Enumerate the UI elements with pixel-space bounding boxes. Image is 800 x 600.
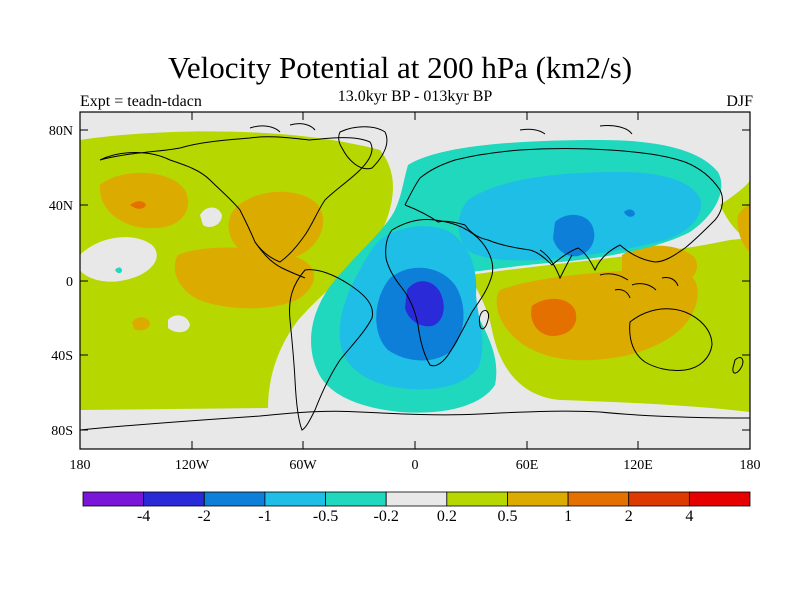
colorbar-swatch <box>82 491 145 507</box>
lon-label: 60E <box>516 458 539 473</box>
colorbar-label: 0.2 <box>437 508 457 525</box>
orange-patch-tropical-pacific <box>174 247 315 309</box>
plot-subtitle: 13.0kyr BP - 013kyr BP <box>337 88 493 105</box>
coast-central-america <box>254 241 306 279</box>
lon-axis <box>79 112 751 449</box>
season-label: DJF <box>726 93 753 110</box>
colorbar-swatch <box>628 491 690 507</box>
lon-label: 120E <box>623 458 653 473</box>
neutral-hole-north <box>200 207 222 227</box>
small-teal-patch <box>115 267 122 274</box>
orange-patch-indian-ocean <box>496 267 698 361</box>
colorbar-label: -0.2 <box>374 508 399 525</box>
lon-label: 0 <box>412 458 419 473</box>
orange-patch-small <box>132 317 150 331</box>
coast-india <box>539 249 573 280</box>
colorbar-label: 4 <box>685 508 693 525</box>
colorbar-label: 0.5 <box>497 508 517 525</box>
negative-region-blue-small <box>624 209 635 217</box>
lon-label: 60W <box>289 458 317 473</box>
negative-region-dark-blue-africa <box>405 281 444 327</box>
lat-axis <box>80 129 750 431</box>
colorbar-label: 2 <box>625 508 633 525</box>
colorbar-swatch <box>325 491 387 507</box>
colorbar-label: 1 <box>564 508 572 525</box>
colorbar-swatch <box>264 491 326 507</box>
coast-antarctica <box>80 410 750 431</box>
contour-field <box>80 112 750 449</box>
negative-region-blue-asia <box>553 214 595 257</box>
coast-australia <box>629 308 713 371</box>
colorbar-swatch <box>143 491 205 507</box>
lat-label: 80N <box>49 124 73 139</box>
colorbar-swatch <box>567 491 630 507</box>
coast-greenland <box>338 126 388 170</box>
coast-south-america <box>289 269 374 431</box>
coast-north-america <box>99 136 373 263</box>
colorbar-swatch <box>203 491 266 507</box>
lat-label: 0 <box>66 275 73 290</box>
lon-label: 120W <box>175 458 210 473</box>
lon-labels: 180 120W 60W 0 60E 120E 180 <box>70 458 761 473</box>
dark-orange-patch-pacific <box>130 201 146 209</box>
lat-label: 40N <box>49 199 73 214</box>
dark-orange-patch-indian <box>531 298 577 336</box>
coast-madagascar <box>478 309 489 330</box>
colorbar-label: -1 <box>258 508 271 525</box>
lat-label: 40S <box>51 349 73 364</box>
colorbar-label: -2 <box>198 508 211 525</box>
lat-labels: 80N 40N 0 40S 80S <box>49 124 73 439</box>
coastlines <box>80 123 750 431</box>
coast-maritime-continent <box>599 273 679 299</box>
neutral-hole-south <box>168 315 190 333</box>
colorbar-swatch <box>507 491 569 507</box>
coast-eurasia <box>404 148 723 272</box>
orange-patch-maritime <box>622 245 698 289</box>
orange-patch-east-edge <box>737 205 750 252</box>
colorbar-swatch <box>385 491 448 507</box>
lon-label: 180 <box>740 458 761 473</box>
plot-title: Velocity Potential at 200 hPa (km2/s) <box>167 50 633 85</box>
colorbar-label: -4 <box>137 508 150 525</box>
coast-arctic-islands <box>249 123 633 135</box>
experiment-label: Expt = teadn-tdacn <box>80 93 202 110</box>
neutral-hole-west <box>80 237 157 282</box>
colorbar-swatch <box>446 491 508 507</box>
colorbar-labels: -4 -2 -1 -0.5 -0.2 0.2 0.5 1 2 4 <box>137 508 693 525</box>
colorbar-swatch <box>688 491 751 507</box>
orange-patch-north-pacific <box>99 172 189 229</box>
coast-africa <box>385 219 494 367</box>
colorbar <box>82 491 751 507</box>
colorbar-label: -0.5 <box>313 508 338 525</box>
lat-label: 80S <box>51 424 73 439</box>
lon-label: 180 <box>70 458 91 473</box>
coast-new-zealand <box>732 357 744 374</box>
